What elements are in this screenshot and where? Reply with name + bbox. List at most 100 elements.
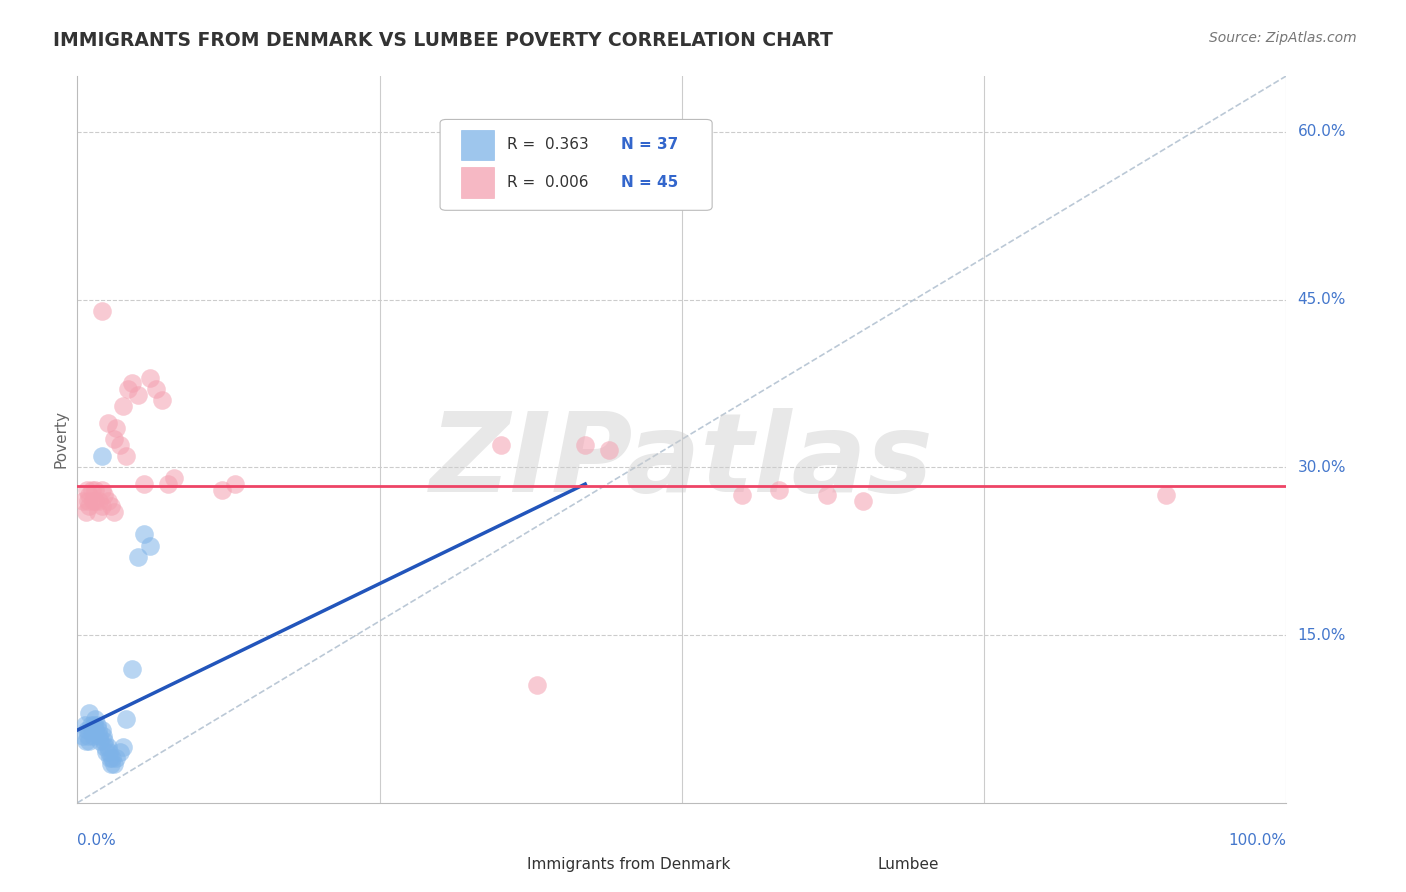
Point bbox=[84, 493, 107, 508]
Point bbox=[90, 483, 112, 497]
Text: 15.0%: 15.0% bbox=[1298, 628, 1346, 642]
Point bbox=[83, 717, 105, 731]
Point bbox=[96, 746, 118, 760]
Point bbox=[72, 729, 94, 743]
Point bbox=[97, 746, 120, 760]
Text: 60.0%: 60.0% bbox=[1298, 124, 1346, 139]
Point bbox=[84, 483, 107, 497]
Point bbox=[84, 723, 107, 737]
Point bbox=[75, 505, 97, 519]
FancyBboxPatch shape bbox=[461, 129, 495, 161]
Point bbox=[82, 729, 104, 743]
Text: 45.0%: 45.0% bbox=[1298, 292, 1346, 307]
Point bbox=[1154, 488, 1177, 502]
Point bbox=[94, 739, 117, 754]
Point bbox=[90, 303, 112, 318]
Point bbox=[211, 483, 233, 497]
Point bbox=[163, 471, 186, 485]
Point bbox=[79, 717, 101, 731]
Text: Source: ZipAtlas.com: Source: ZipAtlas.com bbox=[1209, 31, 1357, 45]
Point bbox=[526, 678, 548, 692]
Point bbox=[132, 477, 155, 491]
Point bbox=[90, 449, 112, 463]
Point bbox=[112, 739, 135, 754]
Point bbox=[103, 505, 125, 519]
Point bbox=[100, 756, 122, 771]
Text: 100.0%: 100.0% bbox=[1229, 833, 1286, 848]
Point bbox=[93, 734, 115, 748]
Point bbox=[87, 723, 110, 737]
Point bbox=[98, 751, 121, 765]
Point bbox=[139, 371, 162, 385]
Point bbox=[77, 729, 100, 743]
Point bbox=[84, 712, 107, 726]
Point bbox=[96, 416, 118, 430]
Point bbox=[117, 382, 139, 396]
Point bbox=[574, 438, 596, 452]
Point bbox=[73, 717, 96, 731]
FancyBboxPatch shape bbox=[477, 854, 513, 876]
Point bbox=[87, 505, 110, 519]
Point bbox=[75, 734, 97, 748]
Point bbox=[89, 734, 111, 748]
Text: 30.0%: 30.0% bbox=[1298, 459, 1346, 475]
Text: ZIPatlas: ZIPatlas bbox=[430, 408, 934, 515]
Point bbox=[96, 493, 118, 508]
Point bbox=[112, 399, 135, 413]
Point bbox=[768, 483, 790, 497]
Point bbox=[79, 734, 101, 748]
Point bbox=[101, 751, 124, 765]
Text: R =  0.363: R = 0.363 bbox=[506, 137, 588, 153]
Point bbox=[489, 438, 512, 452]
Point bbox=[121, 376, 143, 391]
Point bbox=[91, 729, 114, 743]
Point bbox=[108, 438, 131, 452]
Point bbox=[157, 477, 180, 491]
Point bbox=[108, 746, 131, 760]
Text: Lumbee: Lumbee bbox=[877, 857, 939, 872]
Y-axis label: Poverty: Poverty bbox=[53, 410, 69, 468]
Text: Immigrants from Denmark: Immigrants from Denmark bbox=[527, 857, 731, 872]
Point bbox=[132, 527, 155, 541]
Point bbox=[86, 717, 108, 731]
Point bbox=[598, 443, 620, 458]
Point bbox=[80, 483, 103, 497]
Point bbox=[105, 751, 128, 765]
FancyBboxPatch shape bbox=[827, 854, 863, 876]
Text: IMMIGRANTS FROM DENMARK VS LUMBEE POVERTY CORRELATION CHART: IMMIGRANTS FROM DENMARK VS LUMBEE POVERT… bbox=[53, 31, 834, 50]
Point bbox=[82, 493, 104, 508]
Point bbox=[76, 483, 98, 497]
Point bbox=[103, 756, 125, 771]
Point bbox=[80, 723, 103, 737]
Point bbox=[76, 723, 98, 737]
Point bbox=[145, 382, 167, 396]
Point bbox=[90, 723, 112, 737]
FancyBboxPatch shape bbox=[461, 168, 495, 198]
Point bbox=[150, 393, 173, 408]
FancyBboxPatch shape bbox=[440, 120, 713, 211]
Text: 0.0%: 0.0% bbox=[77, 833, 117, 848]
Point bbox=[852, 493, 875, 508]
Point bbox=[90, 500, 112, 514]
Point bbox=[731, 488, 754, 502]
Point bbox=[103, 432, 125, 446]
Text: N = 45: N = 45 bbox=[621, 175, 679, 190]
Point bbox=[114, 449, 136, 463]
Point bbox=[79, 706, 101, 721]
Point bbox=[815, 488, 838, 502]
Text: N = 37: N = 37 bbox=[621, 137, 679, 153]
Point bbox=[121, 662, 143, 676]
Point bbox=[127, 387, 149, 401]
Point bbox=[96, 739, 118, 754]
Point bbox=[114, 712, 136, 726]
Point bbox=[93, 488, 115, 502]
Point bbox=[79, 500, 101, 514]
Point bbox=[100, 500, 122, 514]
Point bbox=[77, 493, 100, 508]
Point bbox=[105, 421, 128, 435]
Point bbox=[87, 493, 110, 508]
Point bbox=[224, 477, 246, 491]
Point bbox=[139, 539, 162, 553]
Point bbox=[79, 488, 101, 502]
Text: R =  0.006: R = 0.006 bbox=[506, 175, 588, 190]
